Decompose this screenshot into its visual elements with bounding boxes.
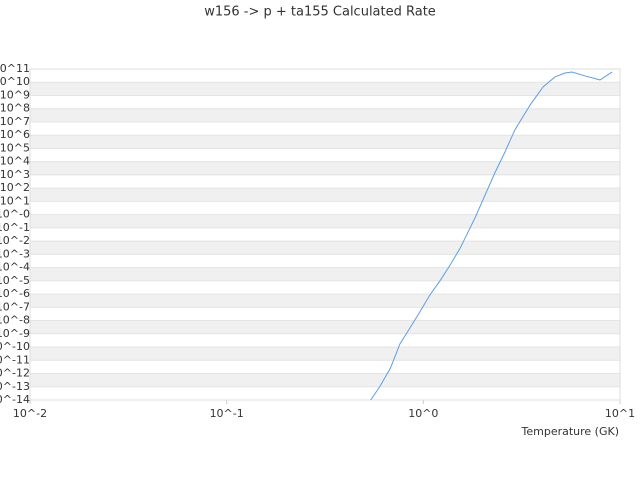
y-tick-label: 10^-0 bbox=[0, 208, 30, 221]
grid-band bbox=[30, 373, 620, 387]
y-tick-label: 10^7 bbox=[0, 115, 30, 128]
x-tick-label: 10^0 bbox=[408, 407, 438, 420]
y-tick-label: 10^6 bbox=[0, 128, 30, 141]
y-tick-label: 10^-1 bbox=[0, 221, 30, 234]
grid-band bbox=[30, 294, 620, 308]
grid-band bbox=[30, 267, 620, 281]
grid-band bbox=[30, 108, 620, 122]
x-tick-label: 10^-1 bbox=[210, 407, 244, 420]
y-tick-label: 10^11 bbox=[0, 62, 30, 75]
y-tick-label: 10^8 bbox=[0, 102, 30, 115]
y-tick-label: 10^-7 bbox=[0, 300, 30, 313]
grid-band bbox=[30, 161, 620, 175]
plot-border bbox=[29, 68, 621, 401]
y-tick-label: 10^5 bbox=[0, 141, 30, 154]
y-tick-label: 10^-8 bbox=[0, 314, 30, 327]
grid-band bbox=[30, 188, 620, 202]
y-tick-label: 10^-2 bbox=[0, 234, 30, 247]
y-tick-label: 10^-11 bbox=[0, 353, 30, 366]
x-tick-label: 10^-2 bbox=[13, 407, 47, 420]
y-tick-label: 10^-9 bbox=[0, 327, 30, 340]
y-tick-label: 10^9 bbox=[0, 88, 30, 101]
chart-title: w156 -> p + ta155 Calculated Rate bbox=[204, 5, 436, 20]
x-axis-label: Temperature (GK) bbox=[521, 425, 620, 438]
y-tick-label: 10^3 bbox=[0, 168, 30, 181]
y-tick-label: 10^-12 bbox=[0, 367, 30, 380]
grid-band bbox=[30, 82, 620, 96]
grid-band bbox=[30, 320, 620, 334]
bands bbox=[30, 82, 620, 387]
series-line bbox=[370, 71, 613, 400]
grid-band bbox=[30, 347, 620, 361]
y-tick-label: 10^-3 bbox=[0, 247, 30, 260]
grid-band bbox=[30, 241, 620, 255]
y-tick-label: 10^-13 bbox=[0, 380, 30, 393]
grid-band bbox=[30, 214, 620, 228]
y-tick-label: 10^1 bbox=[0, 194, 30, 207]
y-tick-label: 10^10 bbox=[0, 75, 30, 88]
grid-band bbox=[30, 135, 620, 149]
y-tick-label: 10^2 bbox=[0, 181, 30, 194]
y-tick-label: 10^-10 bbox=[0, 340, 30, 353]
y-tick-label: 10^-4 bbox=[0, 261, 30, 274]
y-tick-label: 10^-5 bbox=[0, 274, 30, 287]
y-tick-label: 10^-14 bbox=[0, 393, 30, 406]
y-tick-label: 10^4 bbox=[0, 155, 30, 168]
y-tick-label: 10^-6 bbox=[0, 287, 30, 300]
x-tick-label: 10^1 bbox=[605, 407, 635, 420]
